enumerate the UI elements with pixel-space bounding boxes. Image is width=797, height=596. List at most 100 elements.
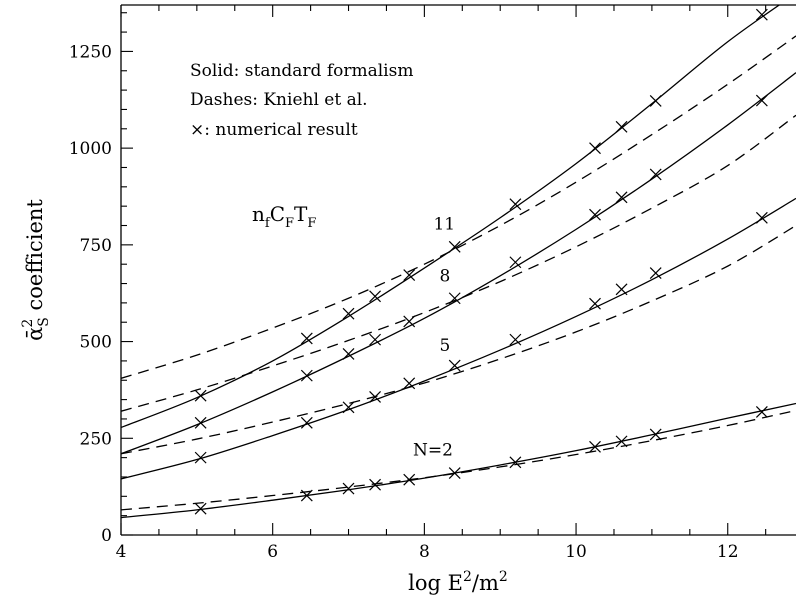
marker-8 bbox=[589, 208, 601, 221]
x-title-sup2: 2 bbox=[499, 569, 508, 585]
marker-5 bbox=[403, 377, 416, 390]
marker-stroke bbox=[300, 416, 313, 429]
marker-5 bbox=[342, 401, 355, 414]
marker-stroke bbox=[589, 440, 601, 453]
marker-N=2 bbox=[300, 489, 313, 502]
marker-stroke bbox=[342, 482, 355, 495]
marker-5 bbox=[589, 297, 601, 310]
marker-5 bbox=[615, 283, 628, 296]
annotation-n: n bbox=[252, 202, 265, 226]
annotation-t: T bbox=[294, 202, 308, 226]
legend-marker-symbol: × bbox=[190, 120, 204, 140]
marker-stroke bbox=[755, 8, 768, 21]
marker-stroke bbox=[448, 467, 461, 480]
solid-curve-N=2 bbox=[121, 402, 796, 519]
marker-5 bbox=[194, 451, 207, 464]
marker-8 bbox=[509, 256, 522, 269]
marker-11 bbox=[194, 389, 207, 402]
marker-11 bbox=[649, 95, 662, 107]
marker-8 bbox=[649, 168, 662, 181]
marker-stroke bbox=[369, 390, 381, 403]
marker-stroke bbox=[509, 456, 522, 469]
dashed-curve-N=2 bbox=[121, 409, 796, 511]
marker-8 bbox=[369, 333, 381, 346]
marker-stroke bbox=[615, 120, 628, 133]
marker-N=2 bbox=[509, 456, 522, 469]
curve-labels-group: 11 8 5 N=2 bbox=[413, 214, 455, 460]
marker-stroke bbox=[509, 256, 522, 269]
marker-stroke bbox=[194, 451, 207, 464]
marker-stroke bbox=[369, 333, 381, 346]
marker-stroke bbox=[615, 435, 628, 448]
solid-curve-5 bbox=[121, 197, 796, 480]
marker-11 bbox=[300, 332, 313, 345]
x-tick-label: 8 bbox=[419, 542, 430, 562]
marker-stroke bbox=[194, 389, 207, 402]
curve-label: N=2 bbox=[413, 441, 453, 461]
curve-label: 8 bbox=[440, 267, 451, 287]
marker-11 bbox=[369, 290, 381, 303]
x-tick-label: 4 bbox=[116, 542, 127, 562]
y-title-sub: S bbox=[36, 317, 52, 327]
marker-stroke bbox=[369, 478, 381, 491]
marker-11 bbox=[403, 269, 416, 281]
marker-stroke bbox=[509, 198, 522, 211]
marker-stroke bbox=[589, 142, 601, 155]
curve-label: 11 bbox=[433, 214, 455, 234]
x-tick-label: 6 bbox=[267, 542, 278, 562]
marker-8 bbox=[342, 348, 355, 360]
dashed-curve-5 bbox=[121, 224, 796, 455]
marker-stroke bbox=[615, 283, 628, 296]
marker-stroke bbox=[403, 473, 416, 486]
marker-stroke bbox=[194, 416, 207, 429]
marker-5 bbox=[369, 390, 381, 403]
marker-5 bbox=[649, 267, 662, 280]
marker-N=2 bbox=[589, 440, 601, 453]
x-title-mid: /m bbox=[472, 571, 499, 595]
marker-stroke bbox=[615, 191, 628, 204]
marker-stroke bbox=[448, 240, 461, 253]
marker-11 bbox=[342, 307, 355, 320]
marker-stroke bbox=[300, 489, 313, 502]
legend-line-dashes: Dashes: Kniehl et al. bbox=[190, 90, 368, 110]
marker-stroke bbox=[194, 502, 207, 515]
marker-N=2 bbox=[615, 435, 628, 448]
marker-stroke bbox=[649, 168, 662, 181]
marker-8 bbox=[615, 191, 628, 204]
marker-8 bbox=[194, 416, 207, 429]
marker-stroke bbox=[589, 208, 601, 221]
marker-N=2 bbox=[403, 473, 416, 486]
marker-stroke bbox=[589, 297, 601, 310]
marker-11 bbox=[448, 240, 461, 253]
y-tick-label: 500 bbox=[80, 333, 112, 353]
y-tick-label: 1250 bbox=[69, 42, 112, 62]
annotation-c-sub: F bbox=[285, 216, 294, 231]
curve-label: 5 bbox=[440, 336, 451, 356]
marker-stroke bbox=[755, 94, 768, 107]
marker-stroke bbox=[369, 290, 381, 303]
marker-5 bbox=[509, 333, 522, 346]
marker-5 bbox=[448, 359, 461, 372]
marker-stroke bbox=[509, 333, 522, 346]
solid-curve-8 bbox=[121, 72, 796, 455]
legend-line-markers: ×: numerical result bbox=[190, 120, 358, 140]
legend-line-solid: Solid: standard formalism bbox=[190, 61, 413, 81]
dashed-curve-8 bbox=[121, 114, 796, 412]
marker-5 bbox=[300, 416, 313, 429]
y-title-sup: 2 bbox=[20, 319, 36, 328]
marker-stroke bbox=[403, 377, 416, 390]
markers-group bbox=[194, 8, 768, 515]
marker-11 bbox=[589, 142, 601, 155]
marker-stroke bbox=[649, 95, 662, 107]
ticks-group bbox=[120, 5, 767, 536]
marker-stroke bbox=[448, 292, 461, 305]
y-title-rest: coefficient bbox=[23, 199, 47, 318]
marker-N=2 bbox=[755, 406, 768, 418]
marker-stroke bbox=[342, 348, 355, 360]
legend-marker-text: : numerical result bbox=[204, 120, 358, 140]
x-tick-label: 12 bbox=[717, 542, 739, 562]
marker-N=2 bbox=[342, 482, 355, 495]
y-tick-label: 250 bbox=[80, 429, 112, 449]
marker-N=2 bbox=[649, 428, 662, 441]
y-axis-title: ᾱ2S coefficient bbox=[20, 199, 52, 341]
